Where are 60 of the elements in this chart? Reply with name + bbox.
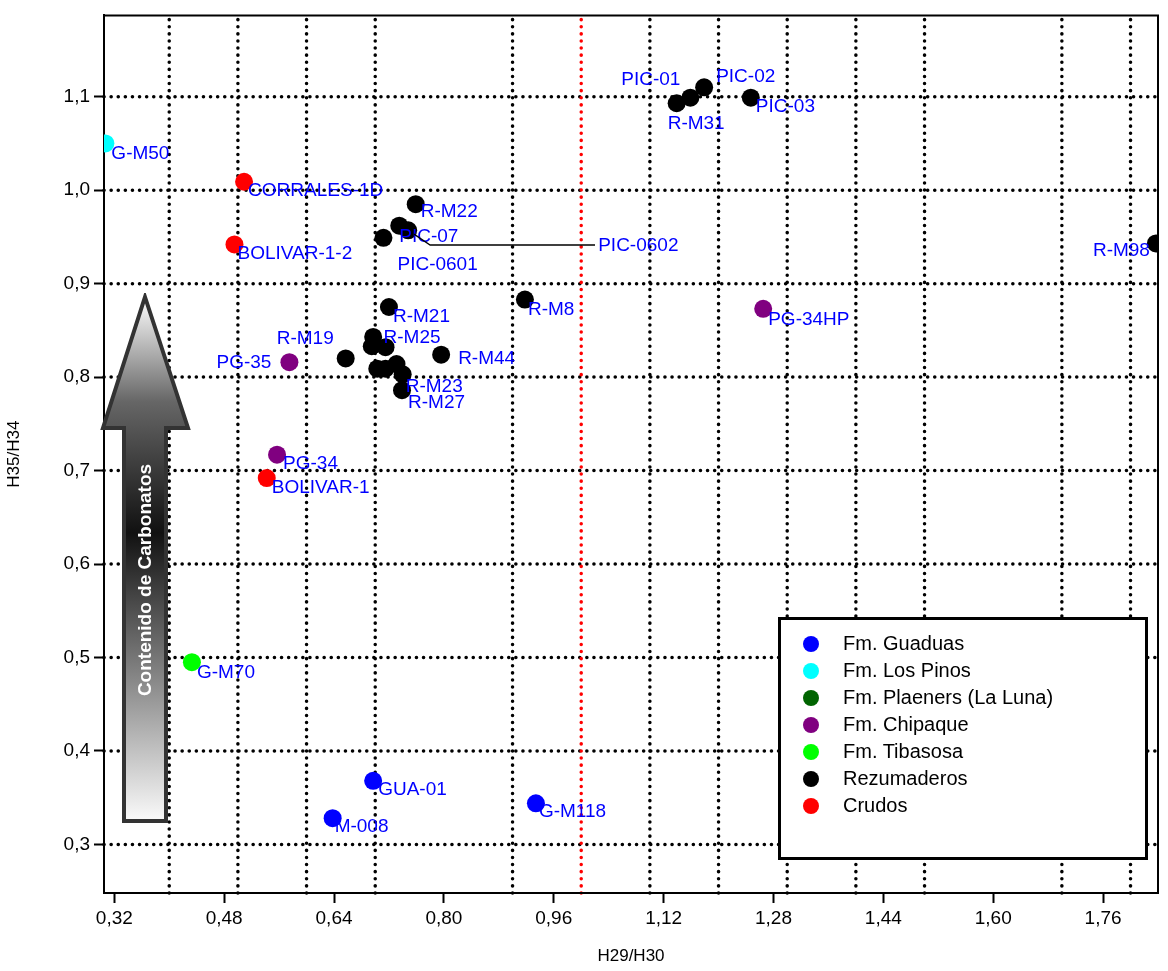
annotation: R-M8 [527, 297, 575, 319]
point [695, 78, 714, 97]
annotation: Contenido de Carbonatos [134, 463, 156, 697]
annotation: G-M118 [538, 799, 607, 821]
point [280, 353, 299, 372]
annotation: PIC-03 [755, 94, 815, 116]
x-tick-label: 1,28 [754, 906, 792, 928]
annotation: PG-34HP [768, 308, 850, 330]
legend-label: Fm. Los Pinos [843, 659, 971, 682]
point [667, 94, 686, 113]
annotation: PG-35 [216, 351, 272, 373]
legend-label: Rezumaderos [843, 767, 968, 790]
annotation: BOLIVAR-1-2 [237, 241, 353, 263]
y-tick-label: 1,0 [63, 178, 90, 200]
y-tick-label: 0,3 [63, 832, 90, 854]
annotation: BOLIVAR-1 [271, 476, 370, 498]
x-tick-label: 0,96 [535, 906, 573, 928]
annotation: R-M44 [458, 346, 516, 368]
annotation: PIC-0602 [598, 233, 679, 255]
y-tick-label: 0,5 [63, 645, 90, 667]
annotation: PIC-0601 [397, 253, 478, 275]
x-tick-label: 1,12 [645, 906, 683, 928]
x-tick-label: 0,32 [95, 906, 133, 928]
legend-label: Fm. Guaduas [843, 632, 965, 655]
annotation: GUA-01 [378, 778, 447, 800]
annotation: R-M19 [276, 326, 334, 348]
x-tick-label: 0,64 [315, 906, 353, 928]
y-axis-title: H35/H34 [3, 420, 23, 488]
annotation: PG-34 [283, 451, 339, 473]
annotation: G-M70 [196, 661, 255, 683]
x-axis-title: H29/H30 [597, 946, 665, 966]
point [336, 349, 355, 368]
x-tick-label: 1,76 [1084, 906, 1122, 928]
y-tick-label: 0,8 [63, 365, 90, 387]
x-tick-label: 1,44 [864, 906, 903, 928]
y-tick-label: 0,4 [63, 739, 91, 761]
annotation: R-M27 [408, 391, 466, 413]
y-tick-label: 0,7 [63, 458, 90, 480]
annotation: G-M50 [111, 141, 170, 163]
x-tick-label: 0,48 [205, 906, 243, 928]
y-tick-label: 0,9 [63, 271, 90, 293]
annotation: R-M98 [1092, 238, 1150, 260]
annotation: R-M22 [420, 200, 478, 222]
point [432, 345, 451, 364]
annotation: R-M31 [667, 112, 725, 134]
annotation: CORRALES-1D [248, 179, 384, 200]
annotation: PIC-02 [716, 64, 776, 86]
y-tick-label: 1,1 [63, 84, 90, 106]
legend-label: Crudos [843, 794, 908, 817]
legend-label: Fm. Chipaque [843, 713, 969, 736]
annotation: R-M25 [383, 326, 441, 348]
point [681, 88, 700, 107]
point [374, 228, 393, 247]
x-tick-label: 0,80 [425, 906, 463, 928]
legend-label: Fm. Tibasosa [843, 740, 964, 763]
annotation: PIC-01 [621, 67, 681, 89]
x-tick-label: 1,60 [974, 906, 1012, 928]
legend-label: Fm. Plaeners (La Luna) [843, 686, 1054, 709]
annotation: R-M21 [392, 305, 450, 327]
y-tick-label: 0,6 [63, 552, 90, 574]
